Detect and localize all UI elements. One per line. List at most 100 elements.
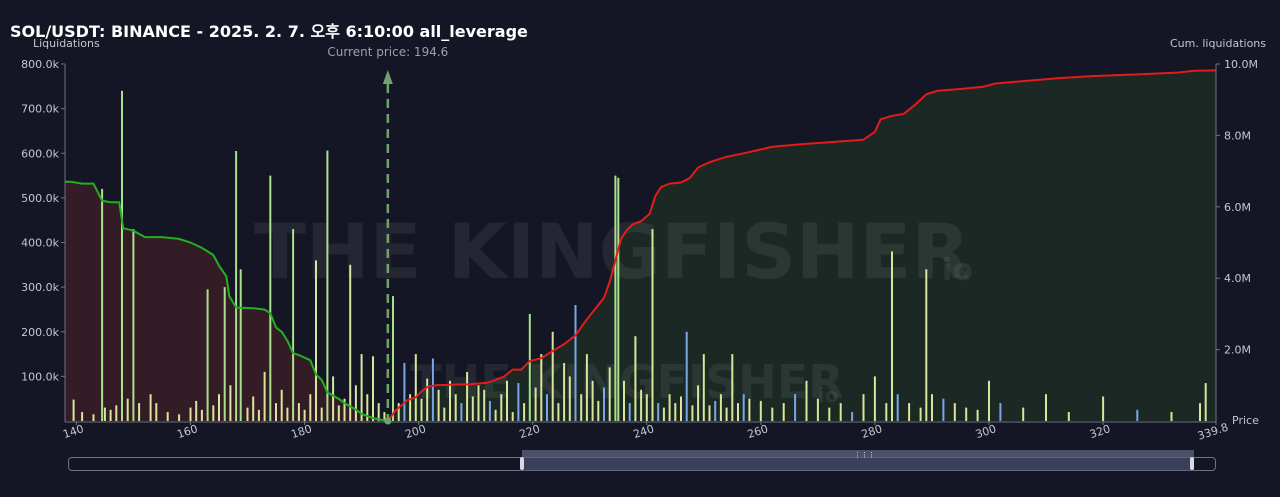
right-tick-label: 4.0M [1224,272,1251,285]
liq-bar [645,394,648,421]
liq-bar [166,412,169,421]
liq-bar [206,289,209,421]
liq-bar [725,407,728,421]
liq-bar [195,400,198,421]
liq-bar [343,398,346,421]
liq-bar [563,363,566,421]
liq-bar [138,403,141,421]
x-tick-label: 280 [860,422,884,441]
liq-bar [794,394,797,421]
liq-bar [477,385,480,421]
liq-bar [506,380,508,421]
liq-bar [460,403,463,421]
liq-bar [896,394,899,421]
liq-bar [942,398,945,421]
liq-bar [494,409,497,421]
liq-bar [651,229,654,421]
liq-bar [297,403,300,421]
liq-bar [511,412,514,421]
cumulative-lines-layer [65,69,1217,422]
range-scrollbar-thumb[interactable] [522,457,1194,471]
range-right-handle[interactable] [1190,457,1194,470]
liq-bar [72,399,75,421]
left-tick-label: 500.0k [21,192,59,205]
watermark-suffix-large: io [942,253,973,288]
liq-bar [280,389,283,421]
cumulative-fill-layer [65,70,1216,422]
liq-bar [640,389,643,421]
liq-bar [126,398,129,421]
liq-bar [303,409,306,421]
liq-bar [218,394,220,421]
liq-bar [805,380,808,421]
liq-bar [634,336,637,421]
watermark-text-small: THE KINGFISHER [410,355,843,409]
liq-bar [115,405,118,421]
liq-bar [81,412,84,421]
liq-bar [443,407,446,421]
x-tick-label: 200 [404,422,428,441]
liq-bar [414,354,417,421]
liq-bar [483,389,486,421]
liq-bar [426,378,429,421]
liq-bar [229,385,232,421]
left-tick-label: 800.0k [21,58,59,71]
liq-bar [885,403,888,421]
liq-bar [617,177,620,421]
liq-bar [708,405,711,421]
liq-bar [614,175,617,421]
grip-icon[interactable]: ⋮⋮⋮ [854,451,875,459]
liq-bar [517,383,520,421]
liq-bar [691,405,694,421]
liq-bar [149,394,152,421]
liq-bar [597,400,600,421]
liq-bar [976,409,979,421]
watermark-layer: THE KINGFISHER io THE KINGFISHER io [254,207,973,409]
liq-bar [662,407,665,421]
left-tick-label: 700.0k [21,103,59,116]
liq-bar [500,394,503,421]
liq-bar [454,394,457,421]
x-tick-label: 160 [175,422,199,441]
left-tick-label: 300.0k [21,281,59,294]
liq-bar [523,403,526,421]
liq-bar [759,400,762,421]
liq-bar [988,380,990,421]
axes-layer: Liquidations Cum. liquidations Price 100… [21,37,1266,443]
liq-bar [366,394,369,421]
liq-bar [657,403,660,421]
liq-bar [320,407,323,421]
liq-bar [534,387,537,421]
right-tick-label: 6.0M [1224,201,1251,214]
liq-bar [92,414,95,421]
liq-bar [397,403,400,421]
liq-bar [200,409,203,421]
liq-bar [354,385,357,421]
liq-bar [1022,407,1025,421]
x-tick-label: 260 [746,422,770,441]
liq-bar [337,405,340,421]
liq-bar [697,385,700,421]
liq-bar [668,394,671,421]
liq-bar [919,407,922,421]
right-tick-label: 10.0M [1224,58,1258,71]
cum-below-line [65,180,388,422]
liq-bar [1067,412,1070,421]
liq-bar [132,229,135,421]
x-tick-label: 320 [1088,422,1112,441]
liq-bar [925,269,928,421]
liq-bar [580,394,583,421]
liq-bar [873,376,876,421]
liq-bar [965,407,968,421]
cum-above-line [386,69,1217,422]
liq-bar [674,403,677,421]
range-left-handle[interactable] [520,457,524,470]
liq-bar [409,394,412,421]
x-tick-label: 339.8 [1196,421,1230,443]
liq-bar [466,371,469,421]
left-tick-label: 100.0k [21,370,59,383]
liq-bar [908,403,911,421]
liq-bar [931,394,933,421]
x-tick-label: 140 [61,422,85,441]
liq-bar [1204,383,1207,421]
